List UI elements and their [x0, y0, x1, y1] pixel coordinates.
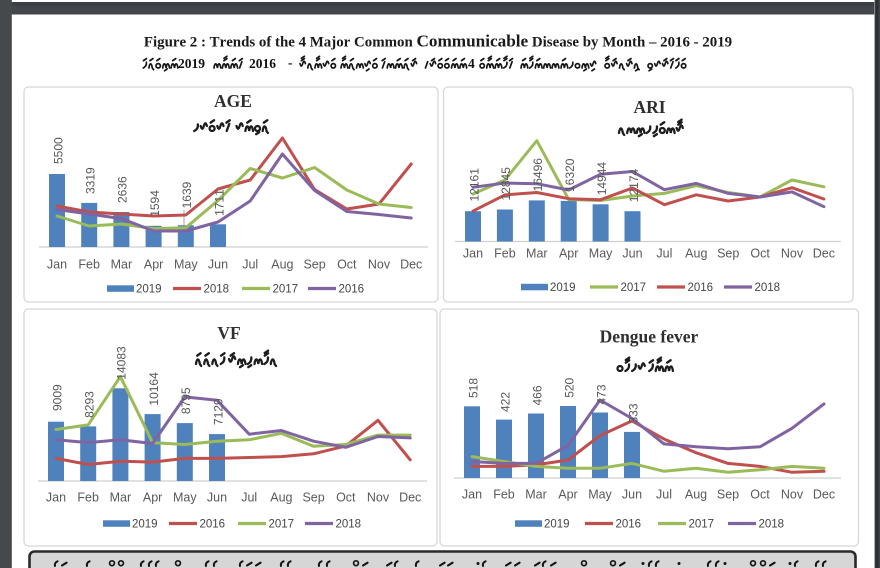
svg-text:Feb: Feb: [78, 258, 100, 272]
svg-text:2018: 2018: [336, 519, 362, 531]
svg-text:Oct: Oct: [750, 488, 770, 502]
svg-text:Nov: Nov: [367, 491, 390, 505]
svg-text:2017: 2017: [689, 519, 715, 531]
svg-text:Apr: Apr: [559, 247, 578, 261]
svg-text:7129: 7129: [211, 398, 225, 425]
svg-text:518: 518: [466, 378, 480, 398]
svg-text:Jul: Jul: [656, 488, 672, 502]
svg-text:16496: 16496: [531, 158, 545, 192]
svg-text:2019: 2019: [132, 519, 158, 531]
svg-text:2019: 2019: [550, 282, 576, 294]
svg-text:ARI: ARI: [633, 97, 665, 117]
svg-text:Dec: Dec: [399, 491, 421, 505]
svg-text:Jun: Jun: [207, 491, 227, 505]
svg-text:2018: 2018: [759, 519, 785, 531]
svg-text:2016: 2016: [688, 282, 714, 294]
svg-text:Mar: Mar: [526, 247, 548, 261]
svg-text:Dec: Dec: [400, 258, 422, 272]
svg-text:VF: VF: [217, 323, 240, 343]
svg-text:Feb: Feb: [493, 488, 515, 502]
svg-text:2019: 2019: [136, 284, 162, 296]
svg-text:520: 520: [562, 377, 576, 397]
svg-text:Jul: Jul: [242, 258, 258, 272]
svg-text:12161: 12161: [467, 168, 481, 202]
svg-text:Mar: Mar: [111, 258, 133, 272]
svg-text:Dengue fever: Dengue fever: [600, 327, 699, 347]
svg-text:2016: 2016: [339, 284, 365, 296]
svg-text:Oct: Oct: [336, 491, 356, 505]
svg-text:Jul: Jul: [241, 491, 257, 505]
svg-text:12174: 12174: [627, 169, 641, 203]
svg-text:10164: 10164: [147, 372, 161, 406]
svg-text:Jan: Jan: [462, 488, 482, 502]
svg-text:Jan: Jan: [46, 491, 66, 505]
svg-text:Figure 2 : Trends of the 4 Maj: Figure 2 : Trends of the 4 Major Common …: [144, 32, 732, 51]
svg-text:16320: 16320: [563, 158, 577, 192]
svg-text:Nov: Nov: [368, 258, 391, 272]
svg-text:9009: 9009: [50, 384, 64, 411]
svg-text:2016: 2016: [200, 519, 226, 531]
svg-text:2018: 2018: [755, 282, 781, 294]
svg-text:1639: 1639: [180, 181, 194, 208]
svg-text:12845: 12845: [499, 167, 513, 201]
svg-text:Aug: Aug: [685, 488, 707, 502]
svg-text:Aug: Aug: [270, 491, 292, 505]
svg-text:8795: 8795: [179, 387, 193, 414]
svg-text:333: 333: [626, 403, 640, 423]
svg-text:2017: 2017: [621, 282, 647, 294]
svg-text:2636: 2636: [116, 176, 130, 203]
svg-text:Apr: Apr: [144, 258, 163, 272]
svg-text:Nov: Nov: [781, 247, 804, 261]
svg-text:Apr: Apr: [558, 488, 577, 502]
svg-text:422: 422: [498, 392, 512, 412]
svg-text:May: May: [173, 491, 197, 505]
svg-text:466: 466: [530, 385, 544, 405]
svg-text:AGE: AGE: [214, 91, 252, 111]
svg-text:Sep: Sep: [717, 488, 739, 502]
svg-text:Dec: Dec: [813, 247, 835, 261]
svg-text:14944: 14944: [595, 162, 609, 196]
svg-text:Dec: Dec: [813, 488, 835, 502]
svg-text:2016: 2016: [249, 56, 276, 71]
svg-text:May: May: [588, 488, 612, 502]
svg-text:May: May: [589, 247, 613, 261]
svg-text:Nov: Nov: [781, 488, 804, 502]
svg-text:473: 473: [594, 384, 608, 404]
svg-text:Aug: Aug: [685, 247, 707, 261]
svg-text:2018: 2018: [204, 284, 230, 296]
svg-text:Sep: Sep: [303, 258, 325, 272]
svg-text:5500: 5500: [51, 137, 65, 164]
svg-text:8293: 8293: [83, 391, 97, 418]
svg-text:1711: 1711: [212, 189, 226, 216]
svg-text:Jun: Jun: [622, 247, 642, 261]
svg-text:-: -: [288, 55, 293, 70]
svg-text:2019: 2019: [544, 519, 570, 531]
svg-text:Jun: Jun: [208, 258, 228, 272]
svg-text:Aug: Aug: [271, 258, 293, 272]
svg-text:Sep: Sep: [717, 247, 739, 261]
svg-text:Apr: Apr: [143, 491, 162, 505]
svg-text:Jan: Jan: [47, 258, 67, 272]
svg-text:2019: 2019: [178, 56, 205, 71]
svg-text:Sep: Sep: [302, 491, 324, 505]
svg-text:Jan: Jan: [463, 247, 483, 261]
svg-text:Oct: Oct: [750, 247, 770, 261]
svg-text:2017: 2017: [273, 284, 299, 296]
svg-text:Feb: Feb: [77, 491, 99, 505]
svg-text:May: May: [174, 258, 198, 272]
svg-text:3319: 3319: [84, 167, 98, 194]
svg-text:Jun: Jun: [622, 488, 642, 502]
svg-text:Oct: Oct: [337, 258, 357, 272]
svg-text:1594: 1594: [148, 190, 162, 217]
svg-text:Mar: Mar: [525, 488, 547, 502]
svg-text:14083: 14083: [115, 346, 129, 380]
svg-text:4: 4: [468, 56, 475, 71]
svg-text:Mar: Mar: [110, 491, 132, 505]
svg-text:Jul: Jul: [656, 247, 672, 261]
svg-text:Feb: Feb: [494, 247, 516, 261]
svg-text:2016: 2016: [616, 519, 642, 531]
svg-text:2017: 2017: [269, 519, 295, 531]
